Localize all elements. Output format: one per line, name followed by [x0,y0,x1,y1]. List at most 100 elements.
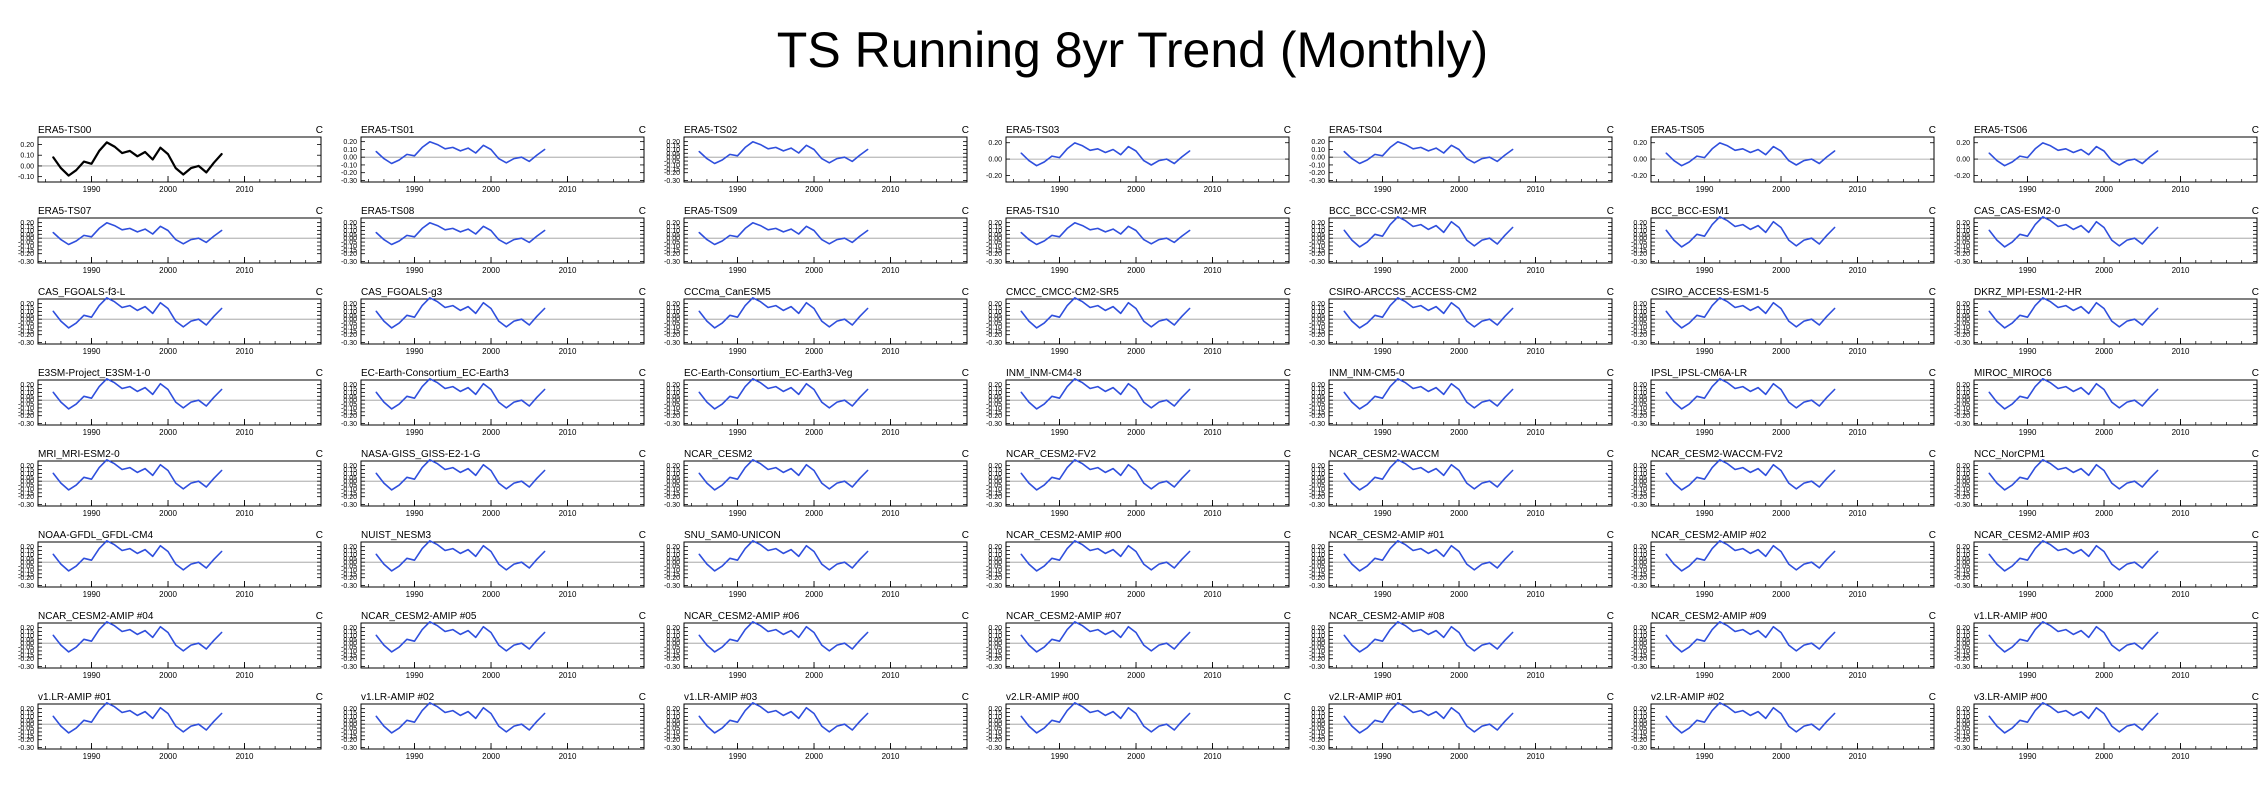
y-tick-label: 0.05 [1956,637,1970,644]
panel-frame [683,541,968,588]
y-tick-label: -0.15 [986,490,1002,497]
x-tick-label: 2000 [1127,590,1145,599]
y-tick-label: -0.30 [1309,664,1325,671]
y-tick-label: 0.15 [343,629,357,636]
x-tick-label: 2000 [482,752,500,761]
y-tick-label: -0.10 [18,324,34,331]
series-line [1020,620,1191,653]
series-line [1020,142,1191,167]
y-tick-label: 0.20 [343,463,357,470]
panel-frame [1005,622,1290,669]
y-tick-label: -0.10 [986,729,1002,736]
chart-panel: EC-Earth-Consortium_EC-Earth3 C0.200.150.… [341,368,646,437]
y-tick-label: 0.15 [988,224,1002,231]
y-tick-label: -0.20 [1309,575,1325,582]
y-tick-label: 0.05 [343,232,357,239]
x-tick-label: 1990 [2019,185,2037,194]
y-tick-label: 0.20 [666,301,680,308]
y-tick-label: -0.15 [1631,328,1647,335]
y-tick-label: 0.20 [1956,140,1970,147]
panel-title: ERA5-TS07 [38,206,92,217]
x-tick-label: 2010 [882,347,900,356]
y-tick-label: 0.20 [20,382,34,389]
y-tick-label: 0.00 [666,479,680,486]
x-tick-label: 2010 [236,509,254,518]
panel-title: v1.LR-AMIP #01 [38,692,112,703]
panel-title: ERA5-TS01 [361,125,415,136]
series-line [1988,296,2159,329]
y-tick-label: 0.10 [666,147,680,154]
chart-panel: IPSL_IPSL-CM6A-LR C0.200.150.100.050.00-0… [1631,368,1936,437]
panel-units: C [639,125,646,136]
chart-panel: ERA5-TS06 C 0.20 0.00 -0.20 1990 2000 2010 [1954,125,2259,194]
panel-frame [1328,541,1613,588]
chart-panel: NCAR_CESM2-AMIP #09 C 0.200.150.100.050.00… [1631,611,1936,680]
x-tick-label: 2010 [1849,266,1867,275]
y-tick-label: 0.20 [343,706,357,713]
panel-units: C [1284,530,1291,541]
y-tick-label: -0.10 [1309,567,1325,574]
x-tick-label: 1990 [1051,590,1069,599]
y-tick-label: -0.20 [1631,251,1647,258]
y-tick-label: 0.05 [1956,718,1970,725]
x-tick-label: 2010 [882,671,900,680]
y-tick-label: -0.20 [664,494,680,501]
y-tick-label: 0.05 [20,718,34,725]
y-tick-label: -0.05 [986,645,1002,652]
series-line [698,296,869,329]
panel-frame [683,298,968,345]
panel-units: C [962,611,969,622]
y-tick-label: -0.20 [1309,656,1325,663]
x-tick-label: 1990 [2019,752,2037,761]
y-tick-label: 0.20 [988,220,1002,227]
y-tick-label: 0.05 [20,637,34,644]
series-line [375,539,546,572]
x-tick-label: 1990 [83,671,101,680]
x-tick-label: 1990 [83,266,101,275]
y-tick-label: -0.20 [1631,413,1647,420]
x-tick-label: 2010 [1204,347,1222,356]
y-tick-label: 0.00 [988,236,1002,243]
series-line [1343,377,1514,410]
panel-units: C [639,287,646,298]
series-line [698,539,869,572]
x-tick-label: 2010 [1204,266,1222,275]
y-tick-label: 0.10 [666,309,680,316]
x-tick-label: 2000 [1127,185,1145,194]
x-tick-label: 2010 [236,752,254,761]
chart-panel: ERA5-TS10 C 0.200.150.100.050.00-0.05-0.10… [986,206,1291,275]
x-tick-label: 1990 [729,266,747,275]
y-tick-label: 0.00 [20,236,34,243]
panel-units: C [1607,449,1614,460]
y-tick-label: -0.30 [664,178,680,185]
x-tick-label: 2000 [159,752,177,761]
x-tick-label: 1990 [729,671,747,680]
panel-title: INM_INM-CM4-8 [1006,368,1082,379]
y-tick-label: -0.20 [18,575,34,582]
y-tick-label: 0.20 [988,301,1002,308]
y-tick-label: 0.15 [20,548,34,555]
series-line [375,296,546,329]
x-tick-label: 1990 [1374,347,1392,356]
panel-title: NCAR_CESM2-AMIP #03 [1974,530,2090,541]
panel-frame [360,298,645,345]
x-tick-label: 1990 [83,590,101,599]
panel-units: C [962,368,969,379]
chart-panel: CSIRO_ACCESS-ESM1-5 C 0.200.150.100.050.00… [1631,287,1936,356]
y-tick-label: 0.20 [1956,301,1970,308]
y-tick-label: -0.30 [18,664,34,671]
y-tick-label: 0.15 [20,386,34,393]
y-tick-label: 0.20 [666,544,680,551]
x-tick-label: 2000 [159,347,177,356]
x-tick-label: 2010 [559,428,577,437]
panel-units: C [639,206,646,217]
x-tick-label: 1990 [1374,266,1392,275]
x-tick-label: 2000 [1772,509,1790,518]
y-tick-label: -0.20 [664,332,680,339]
y-tick-label: 0.00 [666,398,680,405]
panel-units: C [1607,125,1614,136]
y-tick-label: -0.05 [986,564,1002,571]
panel-frame [1328,298,1613,345]
y-tick-label: 0.15 [343,548,357,555]
panel-title: ERA5-TS04 [1329,125,1383,136]
